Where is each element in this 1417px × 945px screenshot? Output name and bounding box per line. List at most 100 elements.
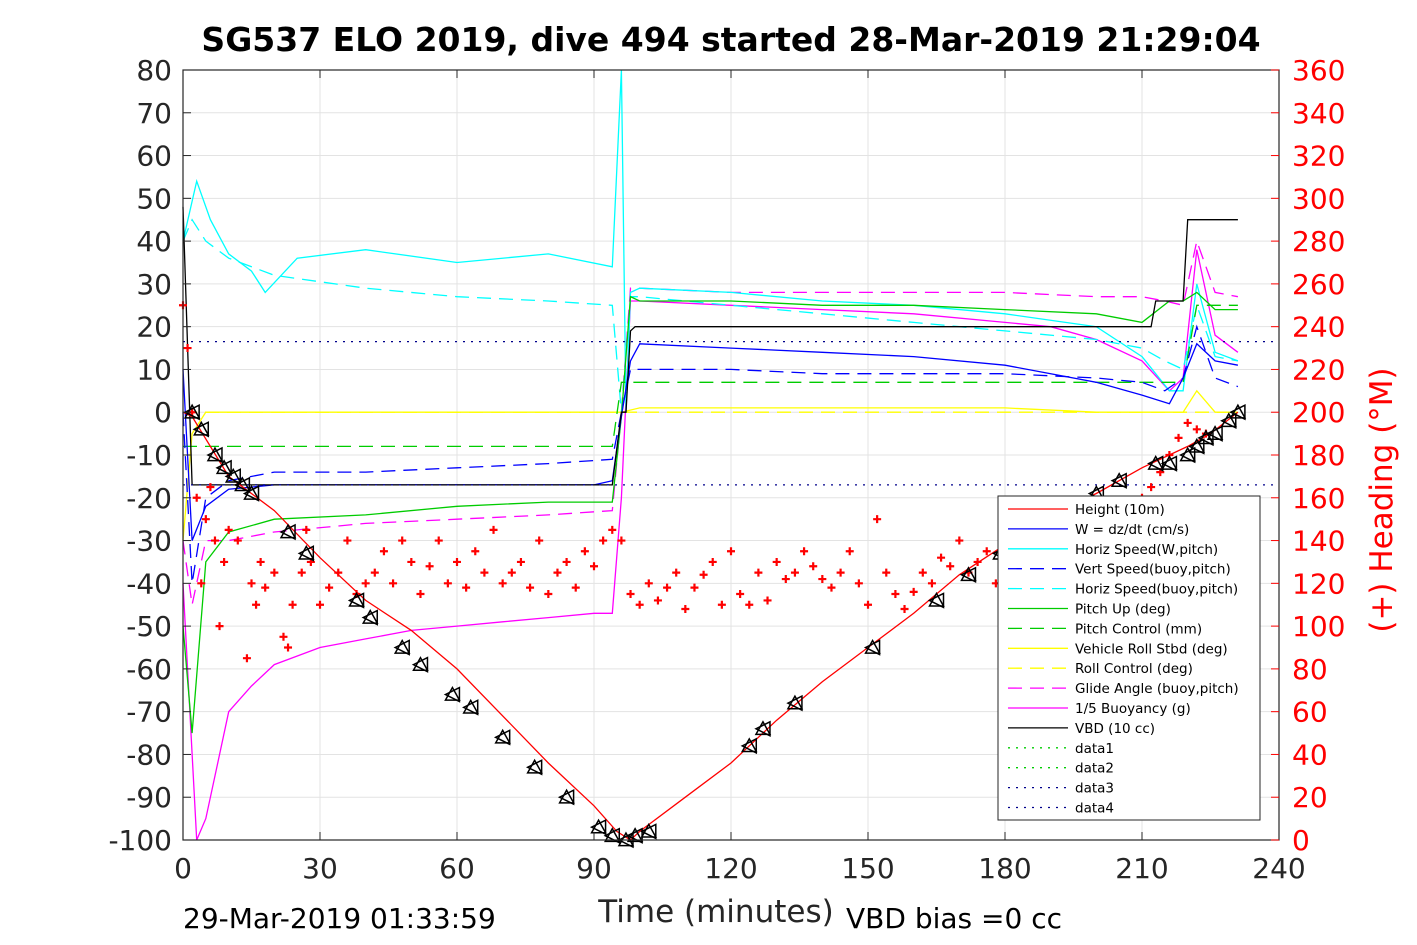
heading-point bbox=[873, 515, 882, 524]
series-line bbox=[182, 218, 1239, 413]
heading-point bbox=[206, 483, 215, 492]
depth-marker bbox=[740, 737, 758, 755]
heading-point bbox=[398, 536, 407, 545]
y-axis-left: -100-90-80-70-60-50-40-30-20-10010203040… bbox=[108, 54, 191, 857]
heading-point bbox=[800, 547, 809, 556]
depth-marker bbox=[754, 720, 771, 737]
y-tick-label: 50 bbox=[136, 182, 172, 215]
footer-timestamp: 29-Mar-2019 01:33:59 bbox=[183, 902, 496, 935]
y2-tick-label: 60 bbox=[1292, 696, 1328, 729]
heading-point bbox=[233, 536, 242, 545]
heading-point bbox=[653, 596, 662, 605]
heading-point bbox=[343, 536, 352, 545]
depth-marker bbox=[224, 467, 242, 483]
y2-tick-label: 40 bbox=[1292, 738, 1328, 771]
legend-label: 1/5 Buoyancy (g) bbox=[1075, 701, 1191, 717]
heading-point bbox=[836, 568, 845, 577]
depth-marker bbox=[192, 421, 210, 438]
heading-point bbox=[361, 579, 370, 588]
y2-tick-label: 360 bbox=[1292, 54, 1345, 87]
depth-marker bbox=[558, 788, 575, 804]
heading-point bbox=[535, 536, 544, 545]
heading-point bbox=[389, 579, 398, 588]
x-tick-label: 0 bbox=[174, 852, 192, 885]
y2-tick-label: 320 bbox=[1292, 140, 1345, 173]
heading-point bbox=[471, 547, 480, 556]
legend-label: Height (10m) bbox=[1075, 502, 1165, 518]
heading-point bbox=[526, 583, 535, 592]
heading-point bbox=[781, 575, 790, 584]
depth-marker bbox=[494, 728, 511, 744]
depth-marker bbox=[640, 822, 658, 838]
legend-label: data1 bbox=[1075, 741, 1114, 757]
depth-marker bbox=[959, 566, 977, 583]
depth-marker bbox=[590, 818, 607, 834]
heading-point bbox=[982, 547, 991, 556]
heading-point bbox=[681, 605, 690, 613]
depth-marker bbox=[192, 420, 210, 436]
heading-point bbox=[288, 600, 297, 609]
x-axis: 0 30 60 90 120 150 180 210 240 bbox=[174, 70, 1306, 885]
y-tick-label: 30 bbox=[136, 268, 172, 301]
heading-point bbox=[462, 583, 471, 592]
heading-point bbox=[827, 583, 836, 592]
depth-marker bbox=[603, 827, 621, 844]
heading-point bbox=[215, 622, 224, 631]
y2-tick-label: 180 bbox=[1292, 439, 1345, 472]
heading-point bbox=[790, 568, 799, 577]
x-tick-label: 150 bbox=[841, 852, 894, 885]
heading-point bbox=[562, 557, 571, 566]
depth-marker bbox=[589, 818, 607, 836]
legend-label: Horiz Speed(buoy,pitch) bbox=[1075, 582, 1238, 598]
depth-marker bbox=[206, 446, 224, 462]
heading-point bbox=[270, 568, 279, 577]
heading-point bbox=[809, 562, 818, 571]
heading-point bbox=[192, 493, 201, 502]
legend-label: Pitch Up (deg) bbox=[1075, 602, 1171, 618]
legend-label: Vehicle Roll Stbd (deg) bbox=[1075, 641, 1228, 657]
y2-tick-label: 80 bbox=[1292, 653, 1328, 686]
heading-point bbox=[927, 579, 936, 588]
heading-point bbox=[210, 536, 219, 545]
heading-point bbox=[699, 570, 708, 579]
depth-marker bbox=[183, 403, 201, 419]
depth-marker bbox=[1160, 455, 1178, 472]
depth-marker bbox=[443, 686, 461, 703]
heading-point bbox=[1192, 425, 1201, 434]
heading-point bbox=[937, 553, 946, 562]
depth-marker bbox=[243, 484, 260, 500]
depth-marker bbox=[557, 789, 575, 806]
depth-marker bbox=[1147, 455, 1164, 470]
heading-point bbox=[891, 590, 900, 599]
footer-vbd-bias: VBD bias =0 cc bbox=[846, 902, 1062, 935]
heading-point bbox=[256, 557, 265, 566]
chart-title: SG537 ELO 2019, dive 494 started 28-Mar-… bbox=[201, 20, 1260, 59]
y2-tick-label: 220 bbox=[1292, 353, 1345, 386]
y2-tick-label: 20 bbox=[1292, 781, 1328, 814]
depth-marker bbox=[393, 639, 410, 656]
depth-marker bbox=[279, 523, 296, 541]
legend-label: data4 bbox=[1075, 801, 1114, 817]
y2-tick-label: 120 bbox=[1292, 567, 1345, 600]
y-tick-label: -80 bbox=[126, 738, 172, 771]
legend: Height (10m) W = dz/dt (cm/s) Horiz Speed(… bbox=[997, 495, 1261, 821]
heading-point bbox=[297, 568, 306, 577]
series-line bbox=[182, 69, 1239, 413]
y-tick-label: 80 bbox=[136, 54, 172, 87]
heading-point bbox=[480, 568, 489, 577]
y2-tick-label: 100 bbox=[1292, 610, 1345, 643]
heading-point bbox=[201, 515, 210, 524]
series-line bbox=[182, 249, 1239, 841]
y2-tick-label: 140 bbox=[1292, 525, 1345, 558]
heading-point bbox=[590, 562, 598, 571]
depth-marker bbox=[1179, 446, 1196, 462]
depth-marker bbox=[754, 720, 772, 736]
depth-marker bbox=[411, 656, 429, 673]
depth-marker bbox=[233, 476, 251, 494]
heading-point bbox=[370, 568, 379, 577]
depth-marker bbox=[462, 699, 479, 716]
heading-point bbox=[453, 557, 461, 566]
legend-label: Pitch Control (mm) bbox=[1075, 621, 1202, 637]
heading-point bbox=[608, 525, 617, 534]
